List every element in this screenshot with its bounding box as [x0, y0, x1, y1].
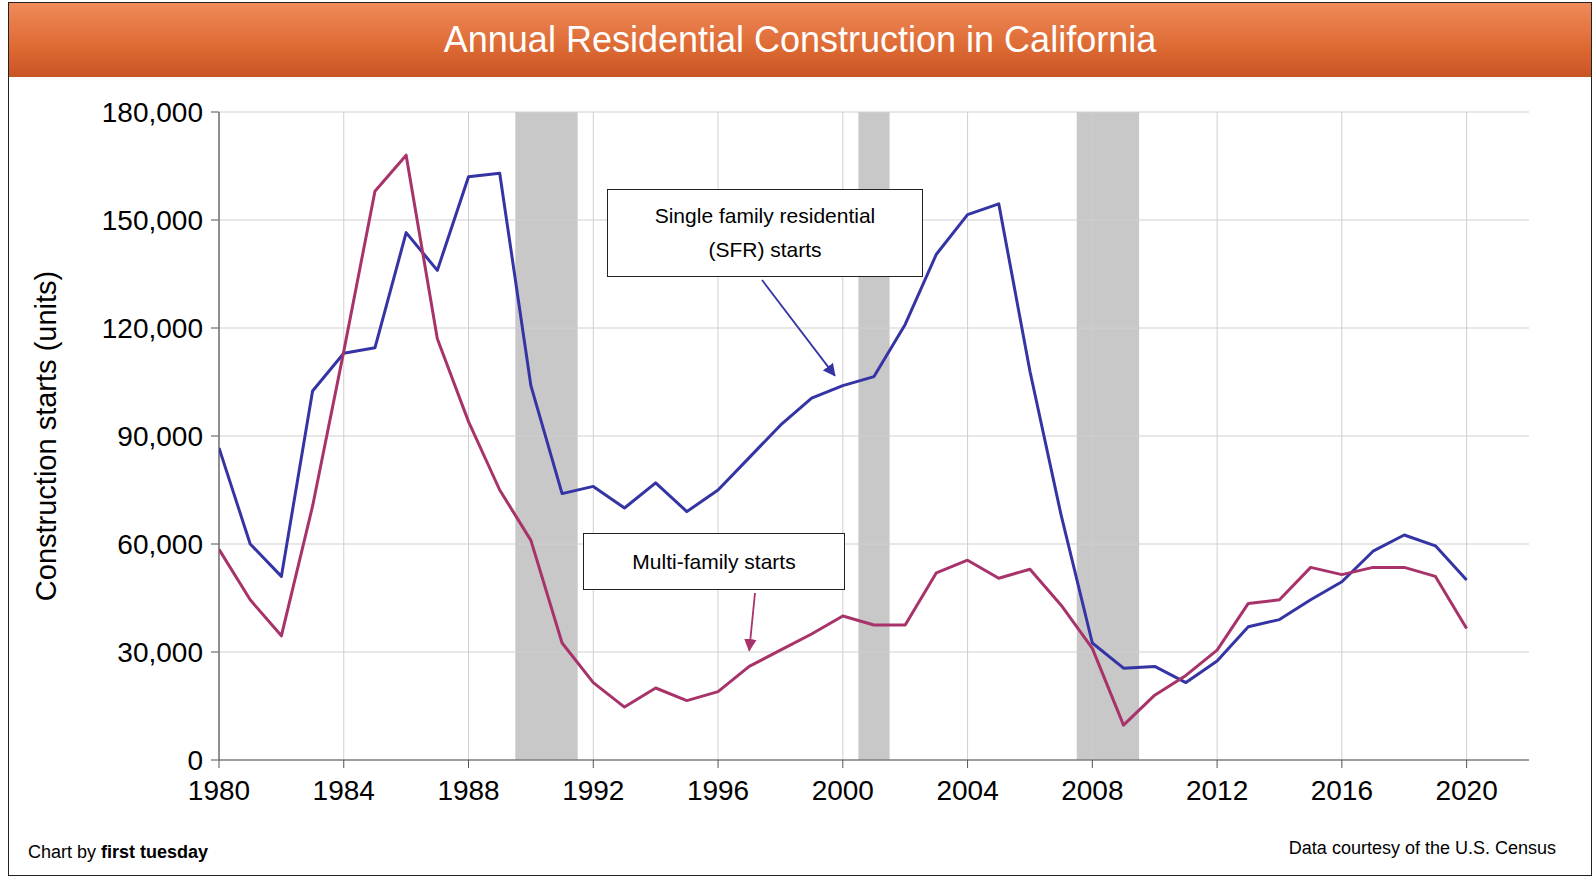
x-axis: [219, 759, 1529, 760]
tick-label: 2000: [812, 775, 874, 806]
tick-label: 1992: [562, 775, 624, 806]
credit: Chart byfirst tuesday: [28, 842, 208, 863]
frame: [8, 2, 1592, 876]
grid-line: [1466, 112, 1467, 760]
credit-text: Chart by: [28, 842, 96, 862]
grid-line: [967, 112, 968, 760]
series-line: [219, 155, 1467, 725]
annotation-arrow: [762, 280, 835, 376]
tick: [219, 760, 220, 768]
grid-line: [219, 760, 1529, 761]
tick-label: 90,000: [117, 421, 203, 452]
chart: 0 30,000 60,000 90,000 120,000 150,000 180,000…: [0, 0, 1596, 880]
tick-label: 120,000: [102, 313, 203, 344]
grid-line: [219, 544, 1529, 545]
annotation: Multi-family starts: [583, 533, 845, 590]
grid-line: [1341, 112, 1342, 760]
tick: [593, 760, 594, 768]
tick-label: 150,000: [102, 205, 203, 236]
tick-label: 1988: [437, 775, 499, 806]
annotation: Single family residential (SFR) starts: [607, 189, 923, 277]
tick-label: 1980: [188, 775, 250, 806]
tick: [468, 760, 469, 768]
tick-label: 0: [187, 745, 203, 776]
credit-name: first tuesday: [101, 842, 208, 862]
tick: [1217, 760, 1218, 768]
grid-line: [219, 436, 1529, 437]
y-axis-label: Construction starts (units): [30, 271, 62, 601]
tick: [842, 760, 843, 768]
grid-line: [343, 112, 344, 760]
tick-label: 2020: [1435, 775, 1497, 806]
series-line: [219, 173, 1467, 682]
grid-line: [219, 112, 1529, 113]
annotation-arrow: [749, 593, 755, 650]
source: Data courtesy of the U.S. Census: [1289, 838, 1556, 859]
tick: [1466, 760, 1467, 768]
tick-label: 1984: [313, 775, 375, 806]
tick-label: 1996: [687, 775, 749, 806]
grid-line: [1092, 112, 1093, 760]
grid-line: [219, 328, 1529, 329]
tick: [967, 760, 968, 768]
tick: [211, 328, 219, 329]
tick-label: 2012: [1186, 775, 1248, 806]
tick: [718, 760, 719, 768]
grid-line: [219, 652, 1529, 653]
tick: [1092, 760, 1093, 768]
tick-label: 180,000: [102, 97, 203, 128]
tick: [211, 652, 219, 653]
plot-lines: [219, 155, 1467, 725]
title: Annual Residential Construction in Calif…: [9, 3, 1591, 77]
grid-line: [219, 112, 220, 760]
y-axis: [218, 112, 219, 760]
tick-label: 30,000: [117, 637, 203, 668]
tick-label: 2008: [1061, 775, 1123, 806]
tick-label: 2016: [1311, 775, 1373, 806]
tick: [211, 220, 219, 221]
tick: [343, 760, 344, 768]
tick: [211, 436, 219, 437]
tick: [211, 544, 219, 545]
tick-label: 60,000: [117, 529, 203, 560]
tick: [211, 112, 219, 113]
tick: [1341, 760, 1342, 768]
tick-label: 2004: [936, 775, 998, 806]
grid-line: [593, 112, 594, 760]
grid-line: [468, 112, 469, 760]
tick: [211, 760, 219, 761]
